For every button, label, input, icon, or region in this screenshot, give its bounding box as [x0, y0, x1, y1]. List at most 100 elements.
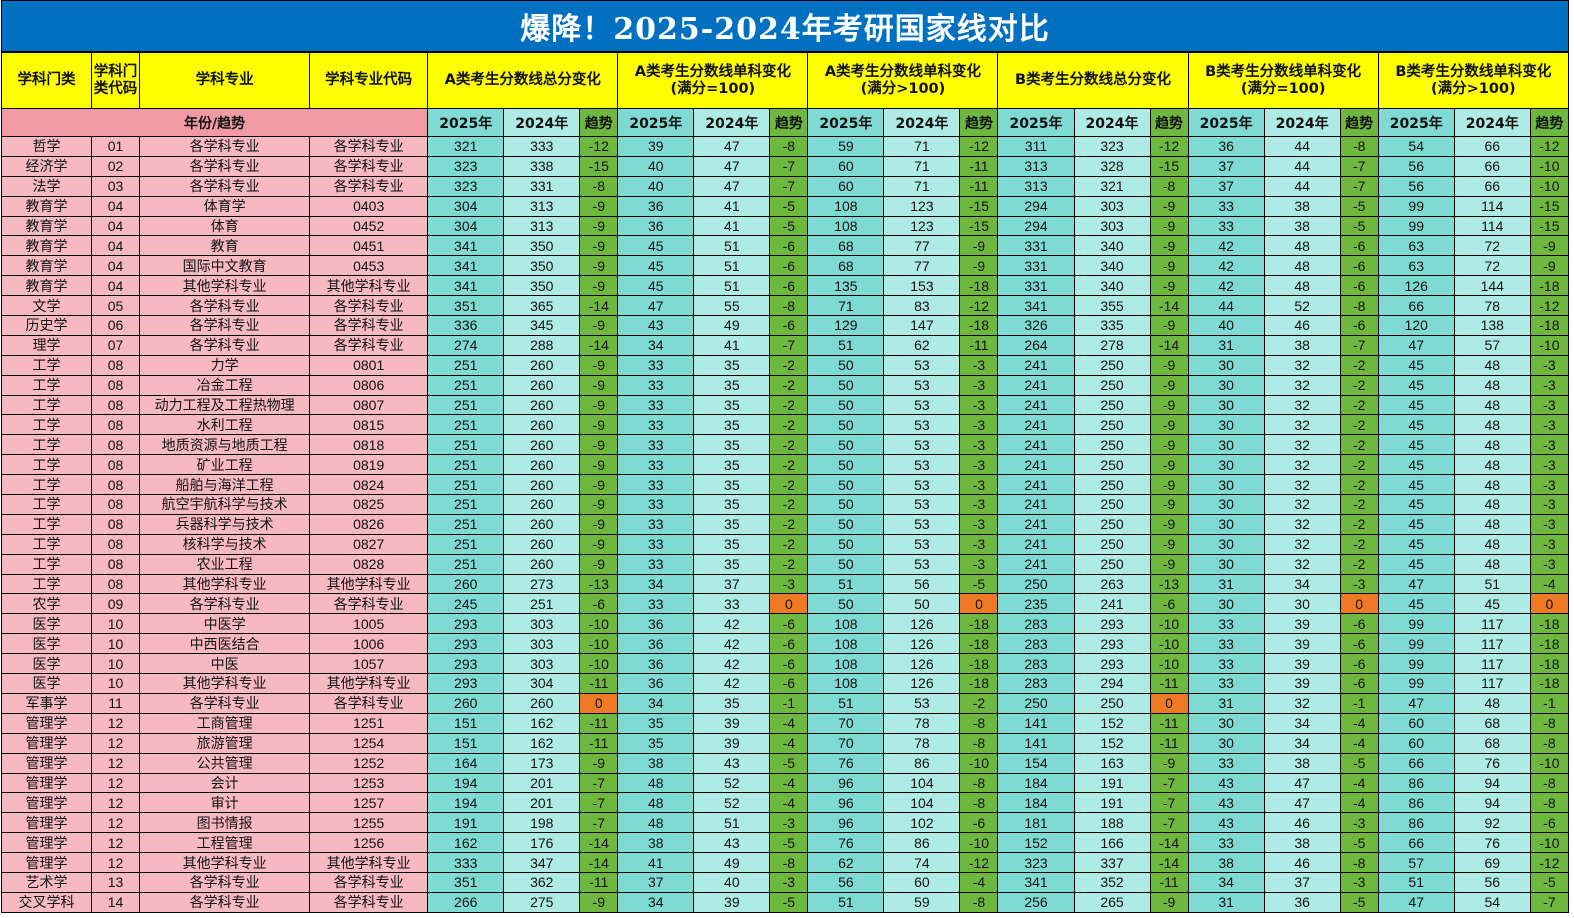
group5-2024-cell[interactable]: 47 — [1263, 792, 1341, 814]
group3-2025-cell[interactable]: 70 — [807, 732, 885, 754]
group4-trend-cell[interactable]: -9 — [1149, 374, 1189, 396]
group5-trend-cell[interactable]: -5 — [1339, 752, 1379, 774]
category-cell[interactable]: 工学 — [0, 374, 93, 396]
group6-2025-cell[interactable]: 99 — [1377, 613, 1455, 635]
category-cell[interactable]: 管理学 — [0, 752, 93, 774]
category-cell[interactable]: 军事学 — [0, 692, 93, 714]
major-cell[interactable]: 公共管理 — [139, 752, 311, 774]
group6-2024-cell[interactable]: 48 — [1453, 513, 1531, 535]
group3-2025-cell[interactable]: 96 — [807, 772, 885, 794]
major-code-cell[interactable]: 1252 — [309, 752, 429, 774]
group1-2024-cell[interactable]: 173 — [503, 752, 581, 774]
group6-trend-cell[interactable]: -15 — [1529, 215, 1570, 237]
group6-2025-cell[interactable]: 47 — [1377, 334, 1455, 356]
group4-trend-cell[interactable]: -9 — [1149, 255, 1189, 277]
group1-2025-cell[interactable]: 191 — [427, 812, 505, 834]
category-code-cell[interactable]: 12 — [91, 832, 141, 854]
group5-2024-cell[interactable]: 34 — [1263, 573, 1341, 595]
group6-2024-cell[interactable]: 48 — [1453, 474, 1531, 496]
group3-trend-cell[interactable]: -3 — [959, 394, 999, 416]
group2-2024-cell[interactable]: 35 — [693, 374, 771, 396]
category-code-cell[interactable]: 10 — [91, 613, 141, 635]
group6-2024-cell[interactable]: 76 — [1453, 832, 1531, 854]
group1-2025-cell[interactable]: 251 — [427, 533, 505, 555]
group3-2024-cell[interactable]: 77 — [883, 235, 961, 257]
category-cell[interactable]: 工学 — [0, 573, 93, 595]
group5-2025-cell[interactable]: 37 — [1187, 155, 1265, 177]
group6-2024-cell[interactable]: 57 — [1453, 334, 1531, 356]
group6-2024-cell[interactable]: 48 — [1453, 414, 1531, 436]
group1-2025-cell[interactable]: 323 — [427, 175, 505, 197]
group2-2025-cell[interactable]: 33 — [617, 434, 695, 456]
major-code-cell[interactable]: 各学科专业 — [309, 593, 429, 615]
group6-2024-cell[interactable]: 76 — [1453, 752, 1531, 774]
group2-2025-cell[interactable]: 33 — [617, 474, 695, 496]
category-cell[interactable]: 管理学 — [0, 732, 93, 754]
group6-2025-cell[interactable]: 66 — [1377, 832, 1455, 854]
group3-2025-cell[interactable]: 50 — [807, 354, 885, 376]
group4-2024-cell[interactable]: 250 — [1073, 434, 1151, 456]
group6-trend-cell[interactable]: -7 — [1529, 891, 1570, 913]
group6-trend-cell[interactable]: -10 — [1529, 832, 1570, 854]
group3-trend-cell[interactable]: -5 — [959, 573, 999, 595]
group1-2024-cell[interactable]: 162 — [503, 712, 581, 734]
group4-2024-cell[interactable]: 294 — [1073, 673, 1151, 694]
group4-2024-cell[interactable]: 355 — [1073, 295, 1151, 317]
major-cell[interactable]: 各学科专业 — [139, 692, 311, 714]
group6-2024-cell[interactable]: 72 — [1453, 235, 1531, 257]
group2-2024-cell[interactable]: 42 — [693, 633, 771, 655]
group5-2025-cell[interactable]: 42 — [1187, 235, 1265, 257]
category-code-cell[interactable]: 05 — [91, 295, 141, 317]
group1-2025-cell[interactable]: 293 — [427, 633, 505, 655]
category-cell[interactable]: 管理学 — [0, 852, 93, 873]
group3-2024-cell[interactable]: 53 — [883, 692, 961, 714]
group1-2024-cell[interactable]: 313 — [503, 195, 581, 217]
group3-2025-cell[interactable]: 50 — [807, 513, 885, 535]
group2-2024-cell[interactable]: 55 — [693, 295, 771, 317]
group3-2024-cell[interactable]: 59 — [883, 891, 961, 913]
group2-2025-cell[interactable]: 34 — [617, 573, 695, 595]
group6-2024-cell[interactable]: 66 — [1453, 175, 1531, 197]
group5-2024-cell[interactable]: 37 — [1263, 871, 1341, 893]
major-cell[interactable]: 动力工程及工程热物理 — [139, 394, 311, 416]
group4-2025-cell[interactable]: 152 — [997, 832, 1075, 854]
category-cell[interactable]: 工学 — [0, 474, 93, 496]
group4-2025-cell[interactable]: 323 — [997, 852, 1075, 873]
group5-trend-cell[interactable]: -6 — [1339, 235, 1379, 257]
category-cell[interactable]: 工学 — [0, 354, 93, 376]
group3-2024-cell[interactable]: 53 — [883, 513, 961, 535]
group3-trend-cell[interactable]: -9 — [959, 235, 999, 257]
group6-2025-cell[interactable]: 99 — [1377, 673, 1455, 694]
group3-trend-cell[interactable]: -10 — [959, 752, 999, 774]
group1-trend-cell[interactable]: -11 — [579, 732, 619, 754]
group4-2025-cell[interactable]: 241 — [997, 533, 1075, 555]
group3-2024-cell[interactable]: 53 — [883, 434, 961, 456]
group1-trend-cell[interactable]: -9 — [579, 235, 619, 257]
group3-2024-cell[interactable]: 86 — [883, 832, 961, 854]
group2-2025-cell[interactable]: 34 — [617, 334, 695, 356]
major-cell[interactable]: 各学科专业 — [139, 315, 311, 336]
group6-2024-cell[interactable]: 48 — [1453, 434, 1531, 456]
group6-2025-cell[interactable]: 54 — [1377, 136, 1455, 157]
group1-trend-cell[interactable]: -9 — [579, 394, 619, 416]
group1-2025-cell[interactable]: 341 — [427, 275, 505, 297]
group4-2025-cell[interactable]: 264 — [997, 334, 1075, 356]
group2-2025-cell[interactable]: 40 — [617, 175, 695, 197]
group6-2025-cell[interactable]: 86 — [1377, 792, 1455, 814]
group3-trend-cell[interactable]: -11 — [959, 155, 999, 177]
group5-2025-cell[interactable]: 42 — [1187, 275, 1265, 297]
group6-2025-cell[interactable]: 45 — [1377, 354, 1455, 376]
group3-2024-cell[interactable]: 71 — [883, 175, 961, 197]
group4-2024-cell[interactable]: 323 — [1073, 136, 1151, 157]
category-cell[interactable]: 农学 — [0, 593, 93, 615]
major-cell[interactable]: 各学科专业 — [139, 175, 311, 197]
group2-2025-cell[interactable]: 36 — [617, 653, 695, 675]
group5-2025-cell[interactable]: 33 — [1187, 613, 1265, 635]
group6-trend-cell[interactable]: -9 — [1529, 235, 1570, 257]
group6-2025-cell[interactable]: 47 — [1377, 573, 1455, 595]
group4-2024-cell[interactable]: 191 — [1073, 772, 1151, 794]
group3-2025-cell[interactable]: 96 — [807, 812, 885, 834]
group2-2025-cell[interactable]: 38 — [617, 752, 695, 774]
group6-2025-cell[interactable]: 66 — [1377, 295, 1455, 317]
group3-2024-cell[interactable]: 153 — [883, 275, 961, 297]
